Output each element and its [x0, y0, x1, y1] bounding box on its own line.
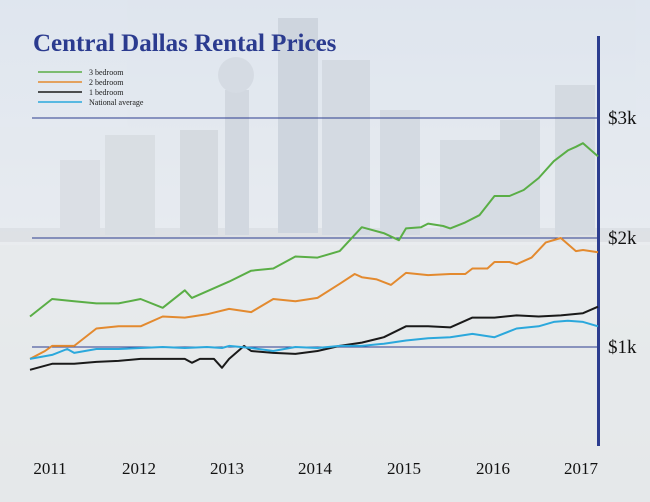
y-tick-labels: $1k $2k $3k	[608, 108, 637, 358]
x-tick-label: 2017	[564, 459, 599, 478]
x-tick-label: 2015	[387, 459, 421, 478]
series-line-2-bedroom	[29, 237, 599, 360]
x-tick-label: 2012	[122, 459, 156, 478]
legend-label: 3 bedroom	[89, 68, 124, 77]
legend-item: 3 bedroom	[38, 68, 124, 77]
legend-label: 2 bedroom	[89, 78, 124, 87]
x-tick-label: 2013	[210, 459, 244, 478]
y-axis-line	[597, 36, 600, 446]
y-tick-label: $2k	[608, 228, 637, 249]
legend-label: 1 bedroom	[89, 88, 124, 97]
chart-title: Central Dallas Rental Prices	[33, 30, 337, 57]
legend-label: National average	[89, 98, 144, 107]
legend-item: 1 bedroom	[38, 88, 124, 97]
x-tick-labels: 2011 2012 2013 2014 2015 2016 2017	[33, 459, 598, 478]
x-tick-label: 2011	[33, 459, 66, 478]
legend-item: 2 bedroom	[38, 78, 124, 87]
series-line-national-average	[29, 319, 599, 360]
x-tick-label: 2016	[476, 459, 510, 478]
legend-item: National average	[38, 98, 144, 107]
y-tick-label: $1k	[608, 337, 637, 358]
series-line-3-bedroom	[29, 142, 599, 318]
series-line-1-bedroom	[29, 305, 599, 371]
y-tick-label: $3k	[608, 108, 637, 129]
series-lines	[29, 142, 599, 371]
x-tick-label: 2014	[298, 459, 333, 478]
